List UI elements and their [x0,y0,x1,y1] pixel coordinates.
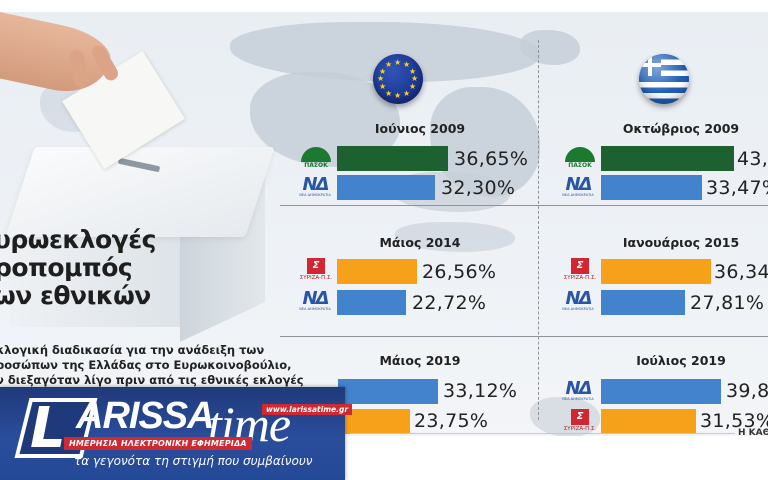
bar-value: 31,53% [700,410,768,432]
headline-line: ροπομπός [0,253,133,282]
banner-tagline: ΗΜΕΡΗΣΙΑ ΗΛΕΚΤΡΟΝΙΚΗ ΕΦΗΜΕΡΙΔΑ [64,437,252,450]
logo-wordmark: ARISSA [76,395,215,437]
bar-value: 33,12% [443,380,518,402]
greece-flag-icon [639,54,689,104]
bar-value: 39,85 [726,380,768,402]
period-label: Ιανουάριος 2015 [622,235,740,250]
article-headline: υρωεκλογές ροπομπός ων εθνικών [0,226,156,310]
bar-value: 23,75% [414,410,489,432]
map-land [395,222,515,252]
article-lede: κλογική διαδικασία για την ανάδειξη των … [0,343,304,388]
syriza-logo-icon: Σ ΣΥΡΙΖΑ-Π.Σ. [299,258,333,281]
bar-nd [337,290,406,315]
bar-syriza [601,409,696,434]
bar-value: 33,47% [706,177,768,199]
lede-line: κλογική διαδικασία για την ανάδειξη των [0,343,265,357]
period-label: Ιούλιος 2019 [636,353,726,368]
bar-value: 27,81% [690,292,765,314]
bar-nd [601,290,685,315]
map-land [520,30,580,65]
bar-value: 26,56% [422,261,497,283]
source-credit: Η ΚΑΘ [738,428,768,438]
lede-line: ροσώπων της Ελλάδας στο Ευρωκοινοβούλιο, [0,358,292,372]
row-divider [280,336,768,337]
eu-flag-icon: ★ ★ ★ ★ ★ ★ ★ ★ ★ ★ ★ ★ [373,54,423,104]
row-divider [280,205,768,206]
banner-slogan: τα γεγονότα τη στιγμή που συμβαίνουν [74,454,313,468]
logo-l-letter: L [30,396,66,461]
bar-syriza [601,259,711,284]
ballot-box-top [5,147,275,237]
bar-value: 22,72% [412,292,487,314]
larissatime-banner[interactable]: L ARISSA time www.larissatime.gr ΗΜΕΡΗΣΙ… [0,387,353,480]
nd-logo-icon: ΝΔ ΝΕΑ ΔΗΜΟΚΡΑΤΙΑ [562,174,594,198]
nd-logo-icon: ΝΔ ΝΕΑ ΔΗΜΟΚΡΑΤΙΑ [299,174,331,198]
bar-pasok [337,146,448,171]
headline-line: υρωεκλογές [0,225,156,254]
bottom-rule [350,433,735,434]
period-label: Οκτώβριος 2009 [622,121,740,136]
bar-value: 32,30% [441,177,516,199]
bar-value: 36,65% [454,148,529,170]
bar-nd [601,175,702,200]
bar-nd [601,379,721,404]
headline-line: ων εθνικών [0,281,151,310]
pasok-logo-icon: ΠΑΣΟΚ [562,147,598,173]
bar-value: 36,34 [714,261,768,283]
column-divider [538,40,539,420]
syriza-logo-icon: Σ ΣΥΡΙΖΑ-Π.Σ. [563,258,597,281]
pasok-logo-icon: ΠΑΣΟΚ [298,147,334,173]
nd-logo-icon: ΝΔ ΝΕΑ ΔΗΜΟΚΡΑΤΙΑ [299,288,331,312]
bar-value: 43,9 [737,148,768,170]
bar-syriza [337,259,417,284]
period-label: Μάιος 2019 [379,353,461,368]
period-label: Μάιος 2014 [379,235,461,250]
lede-line: ν διεξαγόταν λίγο πριν από τις εθνικές ε… [0,373,304,387]
bar-nd [338,379,438,404]
bar-nd [337,175,435,200]
period-label: Ιούνιος 2009 [374,121,466,136]
syriza-logo-icon: Σ ΣΥΡΙΖΑ-Π.Σ. [563,409,597,432]
nd-logo-icon: ΝΔ ΝΕΑ ΔΗΜΟΚΡΑΤΙΑ [562,288,594,312]
site-url[interactable]: www.larissatime.gr [262,404,353,415]
nd-logo-icon: ΝΔ ΝΕΑ ΔΗΜΟΚΡΑΤΙΑ [562,378,594,402]
bar-pasok [601,146,734,171]
